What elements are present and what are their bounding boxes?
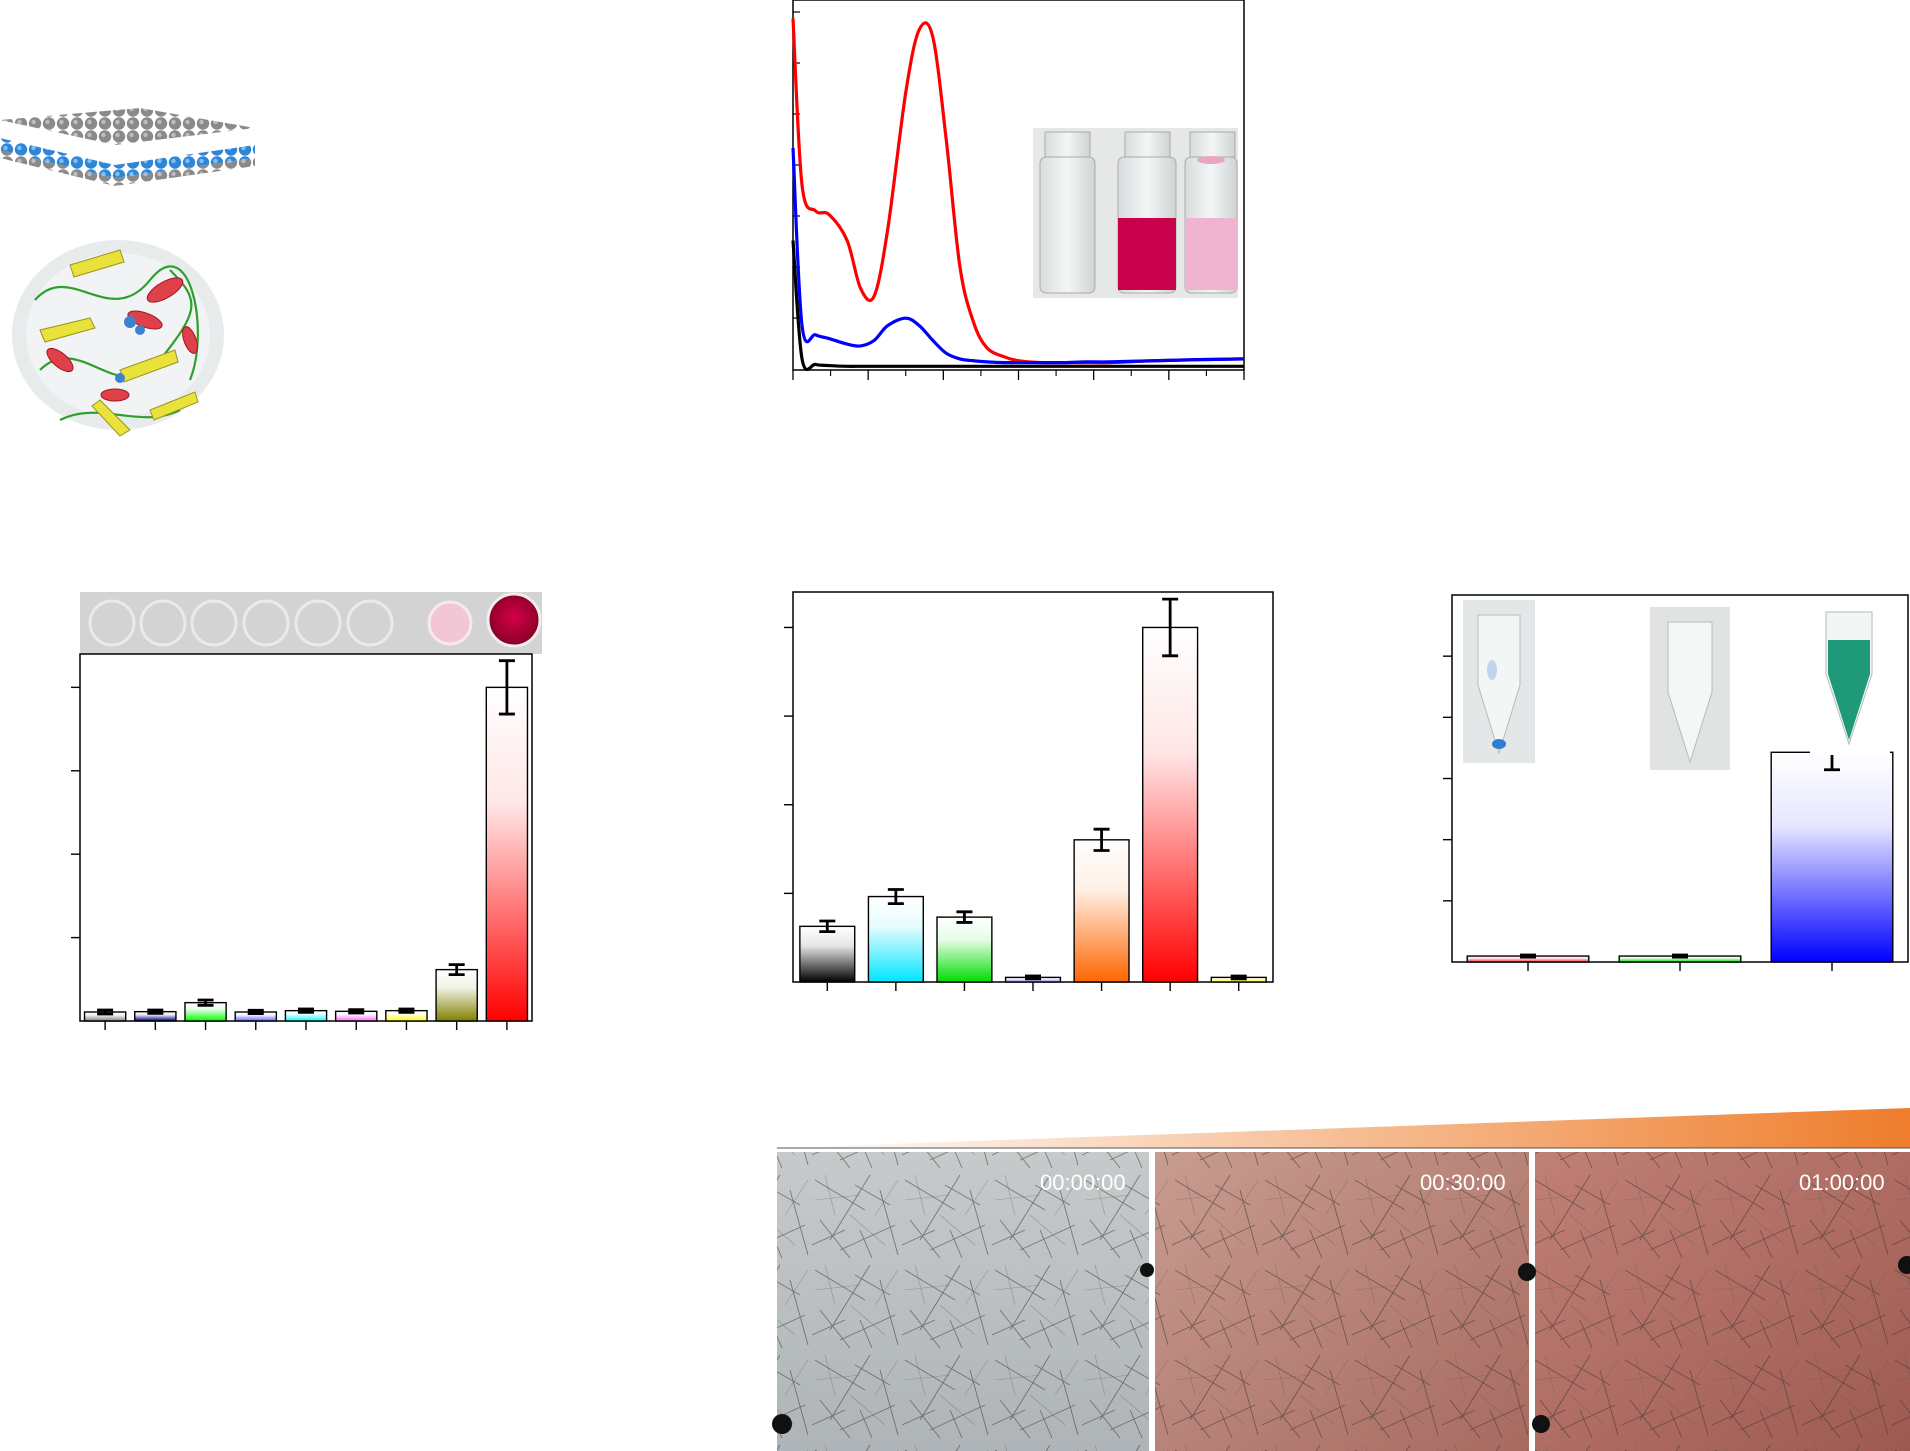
- interference-axis-ticks: [784, 626, 1240, 991]
- gradient-wedge: [777, 1108, 1910, 1148]
- enzyme-bars: [1466, 733, 1894, 963]
- interference-plot-frame: [792, 591, 1274, 983]
- enzyme-axis-ticks: [1443, 655, 1833, 971]
- selectivity-chart: [71, 592, 542, 1030]
- error-bar-0: [1520, 953, 1536, 959]
- series-line-2: [791, 240, 1244, 372]
- error-bar-1: [147, 1008, 164, 1015]
- error-bar-2: [956, 910, 973, 924]
- bar-2: [1770, 751, 1894, 963]
- timestamp-1: 00:30:00: [1420, 1170, 1506, 1195]
- timestamp-0: 00:00:00: [1040, 1170, 1126, 1195]
- error-bar-1: [887, 888, 904, 906]
- error-bar-5: [1162, 597, 1179, 658]
- layered-nanosheet-illustration: [0, 108, 255, 186]
- vial-photo-inset: [1033, 128, 1238, 298]
- error-bar-7: [448, 963, 465, 977]
- spectra-chart: [791, 0, 1245, 380]
- error-bar-4: [1093, 827, 1110, 852]
- time-lapse-panel: 00:00:00 00:30:00 01:00:00: [772, 1108, 1910, 1451]
- series-line-1: [791, 147, 1245, 365]
- bar-1: [867, 895, 924, 983]
- interference-chart: [784, 591, 1274, 991]
- error-bar-8: [498, 659, 515, 716]
- well-strip-inset: [80, 592, 542, 654]
- error-bar-3: [247, 1008, 264, 1016]
- bar-4: [1073, 839, 1130, 983]
- timestamp-2: 01:00:00: [1799, 1170, 1885, 1195]
- bar-7: [435, 968, 478, 1022]
- bar-2: [936, 916, 993, 983]
- bar-0: [799, 925, 856, 983]
- error-bar-6: [398, 1007, 415, 1014]
- interference-bars: [799, 597, 1267, 983]
- error-bar-6: [1230, 974, 1247, 981]
- error-bar-3: [1025, 974, 1041, 981]
- error-bar-4: [298, 1007, 314, 1014]
- error-bar-0: [819, 919, 836, 934]
- spectra-series: [791, 18, 1245, 372]
- spectra-axis-ticks: [792, 11, 1245, 380]
- error-bar-2: [197, 998, 214, 1007]
- selectivity-axis-ticks: [71, 686, 508, 1030]
- enzyme-structure-illustration: [12, 240, 224, 437]
- tube-photo-inset: [1463, 600, 1890, 770]
- error-bar-5: [348, 1008, 365, 1015]
- enzyme-chart: [1443, 594, 1909, 971]
- bar-8: [485, 686, 529, 1022]
- bar-5: [1142, 626, 1199, 983]
- error-bar-1: [1672, 953, 1688, 959]
- selectivity-bars: [83, 659, 529, 1022]
- error-bar-0: [97, 1008, 114, 1016]
